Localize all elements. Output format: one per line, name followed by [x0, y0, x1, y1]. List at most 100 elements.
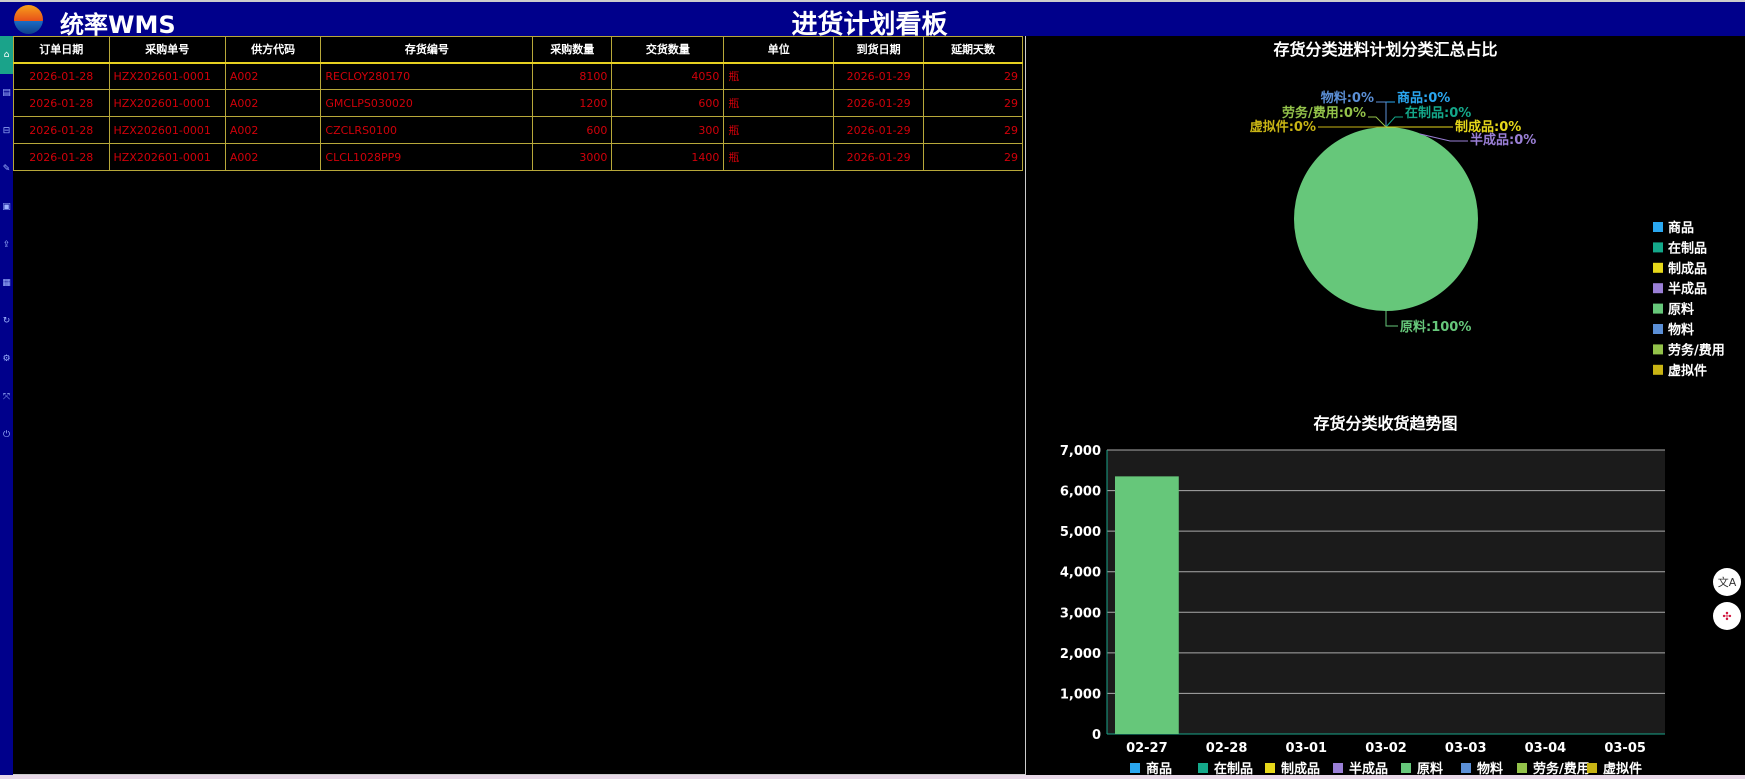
x-tick-label: 02-28 — [1206, 741, 1248, 756]
x-tick-label: 03-04 — [1525, 741, 1567, 756]
export-icon[interactable]: ⇪ — [2, 240, 11, 250]
legend-swatch[interactable] — [1653, 262, 1663, 273]
inbox-icon[interactable]: ⊟ — [2, 126, 11, 136]
table-row[interactable]: 2026-01-28 HZX202601-0001 A002 CZCLRS0100 60… — [13, 116, 1023, 144]
bar-chart-title: 存货分类收货趋势图 — [1313, 414, 1458, 433]
legend-label[interactable]: 虚拟件 — [1603, 761, 1642, 775]
column-header: 到货日期 — [833, 36, 925, 64]
legend-label[interactable]: 原料 — [1417, 761, 1443, 775]
file-icon[interactable]: ▦ — [2, 278, 11, 288]
pie-label: 在制品:0% — [1405, 105, 1471, 121]
table-cell: 8100 — [532, 62, 613, 90]
pie-label: 原料:100% — [1400, 319, 1471, 335]
table-row[interactable]: 2026-01-28 HZX202601-0001 A002 GMCLPS030020… — [13, 89, 1023, 117]
pie-label: 劳务/费用:0% — [1282, 105, 1366, 121]
legend-label[interactable]: 制成品 — [1668, 261, 1707, 277]
pie-label-line — [1385, 310, 1398, 327]
table-cell: 2026-01-29 — [833, 89, 925, 117]
legend-swatch[interactable] — [1401, 763, 1411, 773]
y-tick-label: 5,000 — [1060, 525, 1101, 540]
home-icon[interactable]: ⌂ — [0, 36, 13, 74]
pie-label: 物料:0% — [1321, 90, 1374, 106]
table-cell: 2026-01-29 — [833, 116, 925, 144]
legend-label[interactable]: 物料 — [1668, 322, 1694, 338]
legend-swatch[interactable] — [1265, 763, 1275, 773]
legend-swatch[interactable] — [1653, 344, 1663, 355]
legend-swatch[interactable] — [1198, 763, 1208, 773]
power-icon[interactable]: ⏻ — [2, 430, 11, 440]
legend-label[interactable]: 半成品 — [1668, 281, 1707, 297]
y-tick-label: 7,000 — [1060, 444, 1101, 459]
legend-label[interactable]: 物料 — [1477, 761, 1503, 775]
y-tick-label: 1,000 — [1060, 687, 1101, 702]
table-cell: 29 — [923, 143, 1023, 171]
table-cell: 瓶 — [723, 62, 835, 90]
column-header: 订单日期 — [13, 36, 110, 64]
legend-swatch[interactable] — [1653, 303, 1663, 314]
y-tick-label: 4,000 — [1060, 566, 1101, 581]
pie-label-line — [1419, 133, 1468, 142]
fullscreen-icon[interactable]: ⤧ — [2, 392, 11, 402]
bottom-strip — [0, 775, 1745, 779]
legend-swatch[interactable] — [1653, 364, 1663, 375]
legend-swatch[interactable] — [1130, 763, 1140, 773]
column-header: 供方代码 — [224, 36, 322, 64]
legend-label[interactable]: 劳务/费用 — [1668, 342, 1725, 358]
legend-swatch[interactable] — [1653, 242, 1663, 253]
table-cell: CZCLRS0100 — [320, 116, 534, 144]
legend-swatch[interactable] — [1461, 763, 1471, 773]
document-icon[interactable]: ▤ — [2, 88, 11, 98]
table-cell: 600 — [611, 89, 725, 117]
edit-icon[interactable]: ✎ — [2, 164, 11, 174]
table-cell: 瓶 — [723, 143, 835, 171]
legend-swatch[interactable] — [1517, 763, 1527, 773]
pie-label-line — [1385, 101, 1395, 127]
table-cell: 瓶 — [723, 89, 835, 117]
table-cell: 2026-01-28 — [13, 143, 110, 171]
x-tick-label: 02-27 — [1126, 741, 1168, 756]
legend-label[interactable]: 商品 — [1146, 761, 1172, 775]
legend-label[interactable]: 劳务/费用 — [1533, 761, 1590, 775]
table-cell: 2026-01-28 — [13, 89, 110, 117]
legend-label[interactable]: 虚拟件 — [1668, 363, 1707, 379]
column-header: 采购数量 — [532, 36, 613, 64]
legend-label[interactable]: 在制品 — [1668, 240, 1707, 256]
translate-button[interactable]: 文A — [1713, 568, 1741, 596]
pie-slice[interactable] — [1294, 127, 1478, 311]
logo — [14, 5, 43, 34]
pie-label: 虚拟件:0% — [1250, 119, 1316, 135]
legend-swatch[interactable] — [1653, 324, 1663, 334]
x-tick-label: 03-02 — [1365, 741, 1407, 756]
network-icon[interactable]: ✣ — [1713, 602, 1741, 630]
bar[interactable] — [1115, 476, 1179, 734]
legend-swatch[interactable] — [1587, 763, 1597, 773]
legend-label[interactable]: 制成品 — [1281, 761, 1320, 775]
column-header: 采购单号 — [108, 36, 226, 64]
pie-label: 制成品:0% — [1455, 119, 1521, 135]
table-row[interactable]: 2026-01-28 HZX202601-0001 A002 RECLOY280170… — [13, 62, 1023, 90]
sidebar: ⌂ ▤ ⊟ ✎ ▣ ⇪ ▦ ↻ ⚙ ⤧ ⏻ — [0, 36, 13, 779]
legend-label[interactable]: 原料 — [1668, 302, 1694, 318]
table-row[interactable]: 2026-01-28 HZX202601-0001 A002 CLCL1028PP9 3… — [13, 143, 1023, 171]
legend-label[interactable]: 在制品 — [1214, 761, 1253, 775]
table-cell: 1200 — [532, 89, 613, 117]
pie-label-line — [1368, 116, 1387, 128]
page-title: 进货计划看板 — [791, 10, 948, 40]
legend-swatch[interactable] — [1653, 222, 1663, 232]
bar-chart: 0 1,000 2,000 3,000 4,000 5,000 6,000 7,000 02-2… — [1060, 444, 1665, 775]
column-header: 存货编号 — [320, 36, 534, 64]
table-cell: CLCL1028PP9 — [320, 143, 534, 171]
legend-swatch[interactable] — [1653, 283, 1663, 294]
refresh-icon[interactable]: ↻ — [2, 316, 11, 326]
table-cell: A002 — [224, 143, 322, 171]
legend-label[interactable]: 半成品 — [1349, 761, 1388, 775]
settings-icon[interactable]: ⚙ — [2, 354, 11, 364]
table-cell: HZX202601-0001 — [108, 62, 226, 90]
report-icon[interactable]: ▣ — [2, 202, 11, 212]
legend-label[interactable]: 商品 — [1668, 220, 1694, 236]
table-cell: GMCLPS030020 — [320, 89, 534, 117]
purchase-plan-table: 订单日期 采购单号 供方代码 存货编号 采购数量 交货数量 单位 到货日期 延期天数 2026-… — [13, 36, 1023, 171]
pie-label: 半成品:0% — [1470, 132, 1536, 148]
legend-swatch[interactable] — [1333, 763, 1343, 773]
column-header: 单位 — [723, 36, 835, 64]
